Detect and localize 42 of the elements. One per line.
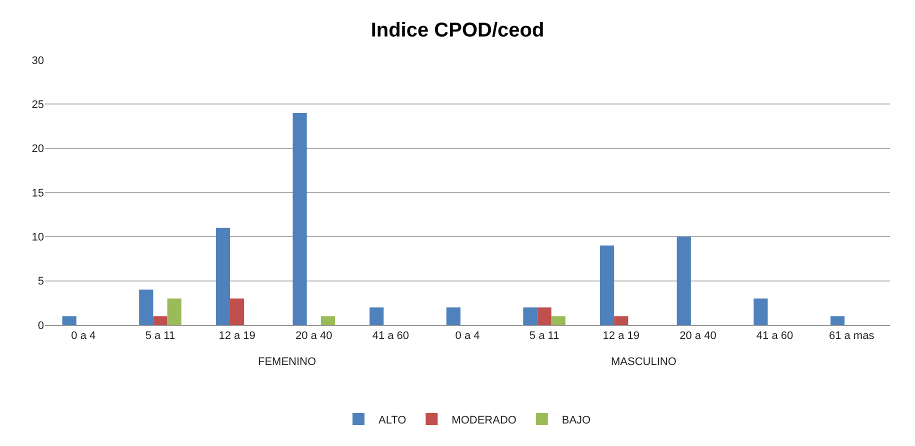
bar [830, 316, 845, 325]
bar [614, 316, 628, 325]
x-tick-label: 61 a mas [828, 330, 875, 342]
bar [754, 298, 768, 325]
x-tick-label: 5 a 11 [145, 330, 176, 342]
x-tick-label: 20 a 40 [296, 330, 332, 342]
y-tick-label: 20 [32, 143, 44, 156]
bar [551, 316, 566, 325]
text: FEMENINO [258, 356, 316, 368]
x-tick-label: 41 a 60 [756, 330, 794, 342]
y-tick-label: 15 [32, 187, 44, 200]
x-tick-label: 41 a 60 [372, 330, 410, 342]
legend-label: ALTO [378, 414, 407, 426]
x-tick-label: 0 a 4 [71, 330, 96, 342]
chart-title: Indice CPOD/ceod [370, 19, 544, 42]
bar [139, 290, 154, 325]
y-tick-label: 0 [38, 320, 44, 332]
y-tick-label: 5 [38, 276, 44, 288]
x-tick-label: 12 a 19 [218, 330, 256, 342]
bar [537, 307, 552, 325]
bar [167, 298, 182, 325]
x-tick-label: 5 a 11 [529, 330, 560, 342]
x-tick-label: 20 a 40 [680, 330, 716, 342]
x-tick-label: 12 a 19 [602, 330, 640, 342]
bar [292, 113, 307, 325]
bar [216, 228, 230, 325]
bar [370, 307, 384, 325]
bar [230, 298, 244, 325]
y-tick-label: 25 [32, 99, 44, 112]
bar [153, 316, 168, 325]
legend-label: MODERADO [452, 414, 517, 426]
bar [600, 246, 614, 325]
bar [446, 307, 460, 325]
y-tick-label: 10 [32, 232, 44, 244]
bar [676, 236, 691, 325]
bar [320, 316, 335, 325]
legend-label: BAJO [562, 414, 592, 426]
y-tick-label: 30 [32, 54, 44, 67]
bar [523, 307, 538, 325]
bar [62, 316, 76, 325]
x-tick-label: 0 a 4 [455, 330, 480, 342]
text: MASCULINO [611, 356, 677, 368]
